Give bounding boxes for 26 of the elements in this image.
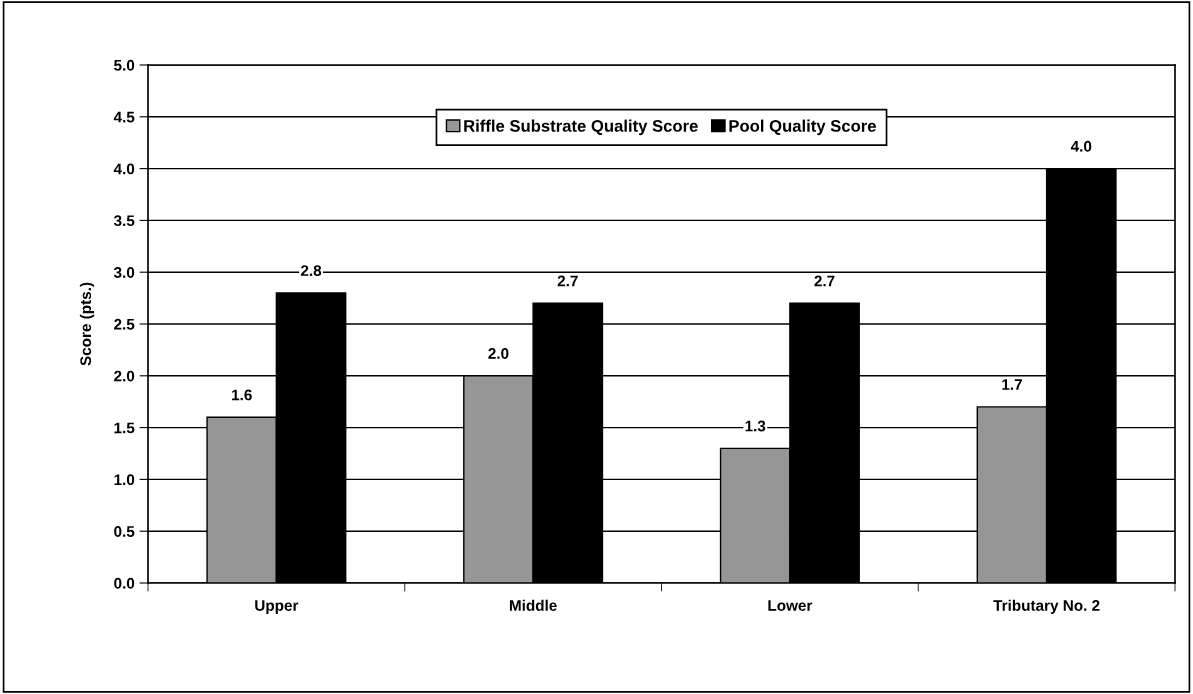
y-tick-label: 3.0 xyxy=(113,267,135,278)
y-tick-label: 5.0 xyxy=(114,59,135,71)
y-axis-title: Score (pts.) xyxy=(79,282,95,366)
data-label: 2.8 xyxy=(300,265,322,277)
data-label: 1.7 xyxy=(1002,379,1022,390)
data-label: 2.0 xyxy=(488,348,509,359)
y-tick-label: 4.0 xyxy=(113,163,135,175)
data-label: 4.0 xyxy=(1070,140,1092,152)
y-tick-label: 3.5 xyxy=(113,215,135,227)
x-tick-label: Upper xyxy=(255,600,299,614)
y-tick-label: 0.5 xyxy=(114,526,135,537)
data-label: 1.3 xyxy=(745,420,766,432)
y-tick-label: 1.0 xyxy=(114,474,135,486)
data-label: 2.7 xyxy=(557,275,578,287)
y-tick-label: 2.5 xyxy=(114,318,135,330)
x-tick-label: Middle xyxy=(509,599,557,611)
y-tick-label: 1.5 xyxy=(114,422,135,434)
data-label: 1.6 xyxy=(232,389,252,401)
y-tick-label: 2.0 xyxy=(114,370,135,382)
x-tick-label: Tributary No. 2 xyxy=(993,599,1100,614)
legend-label: Pool Quality Score xyxy=(729,119,876,136)
legend-label: Riffle Substrate Quality Score xyxy=(464,119,698,136)
data-label: 2.7 xyxy=(814,275,835,287)
y-tick-label: 4.5 xyxy=(113,111,135,123)
x-tick-label: Lower xyxy=(768,600,813,611)
y-tick-label: 0.0 xyxy=(114,577,135,589)
